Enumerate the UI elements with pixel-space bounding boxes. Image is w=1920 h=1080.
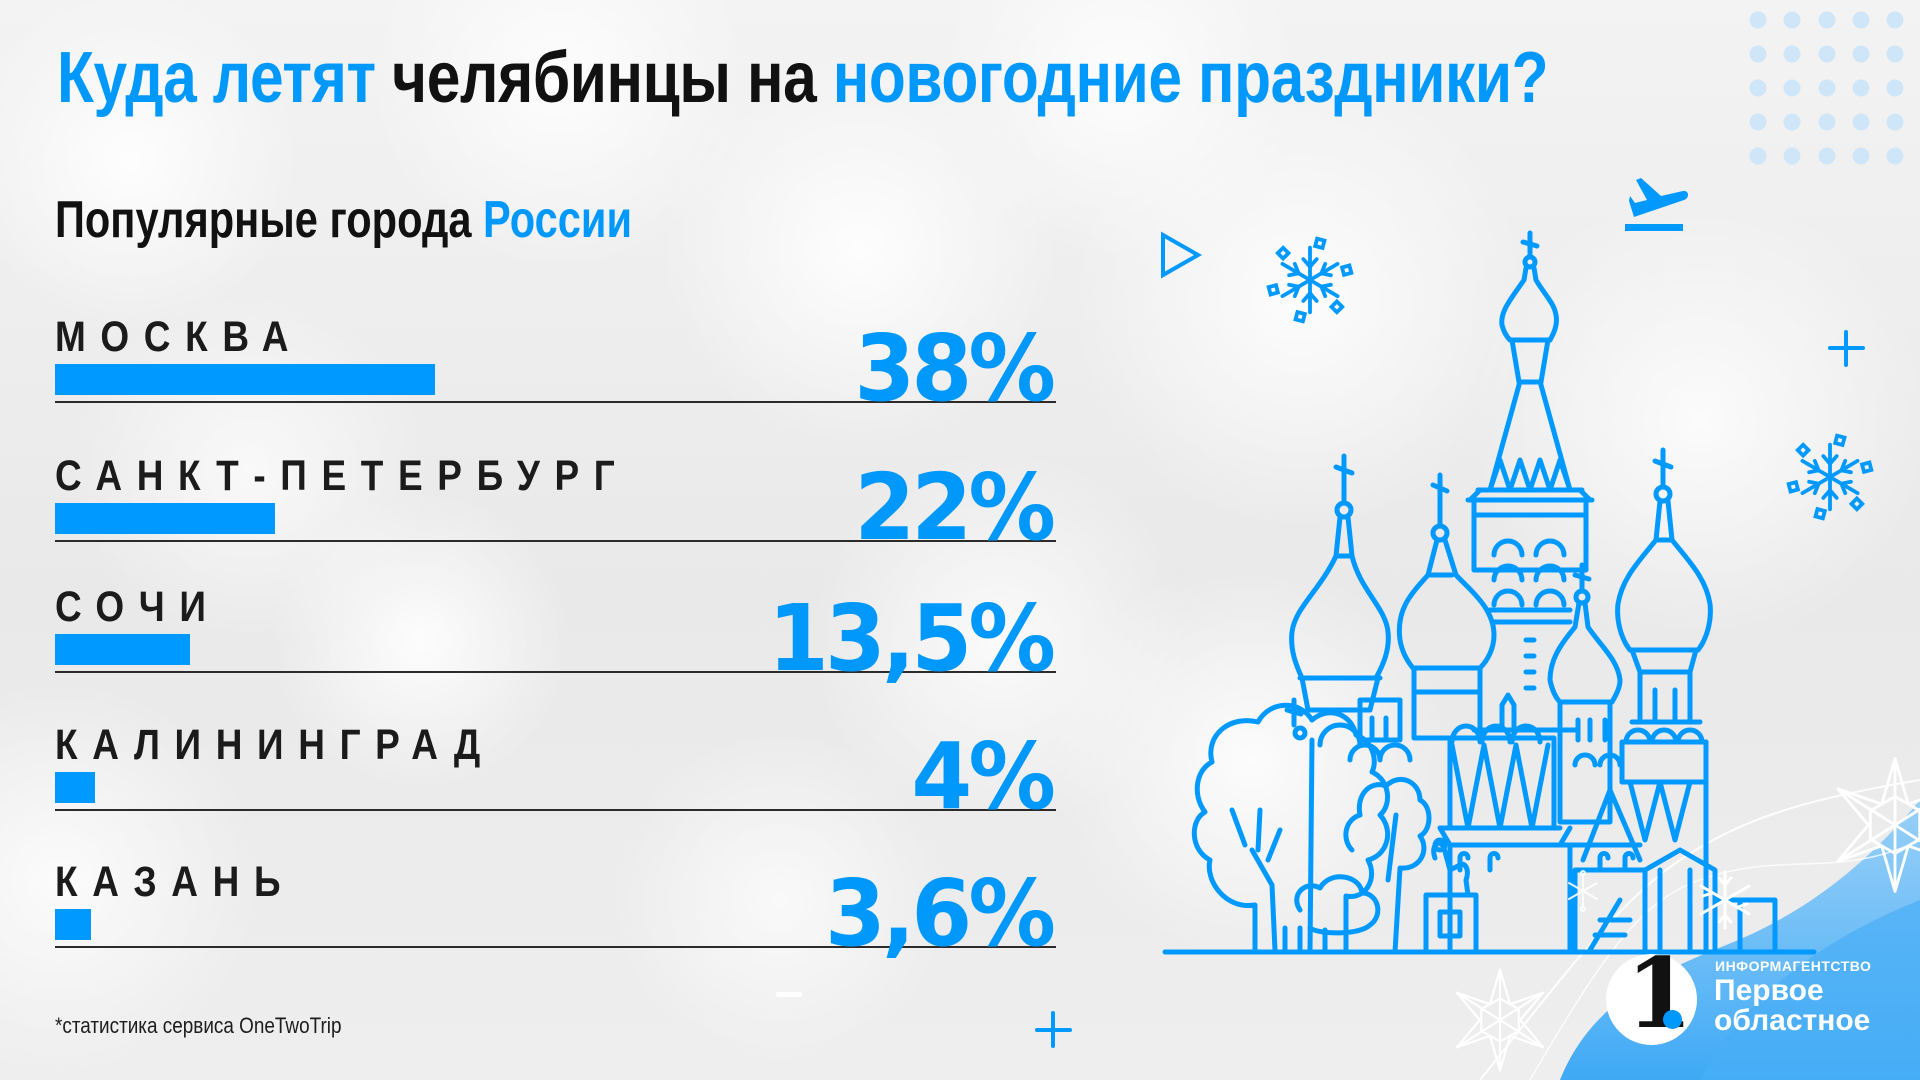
logo-dot xyxy=(1663,1010,1682,1029)
logo-name: Первое областное xyxy=(1714,976,1870,1036)
city-label: СОЧИ xyxy=(55,583,221,631)
city-label: САНКТ-ПЕТЕРБУРГ xyxy=(55,452,630,500)
row-divider xyxy=(55,540,1056,542)
dot-grid xyxy=(1749,11,1904,165)
source-footnote: *статистика сервиса OneTwoTrip xyxy=(55,1013,342,1038)
snowflake-icon xyxy=(1266,236,1354,324)
row-divider xyxy=(55,401,1056,403)
value-bar xyxy=(55,503,275,534)
row-divider xyxy=(55,671,1056,673)
percent-value: 38% xyxy=(854,315,1056,423)
chart-row-kazan: КАЗАНЬ 3,6% xyxy=(55,861,1056,961)
logo-mark: 1 xyxy=(1606,946,1697,1045)
snowflake-icon xyxy=(1568,870,1598,912)
logo-name-line-1: Первое xyxy=(1714,974,1824,1007)
value-bar xyxy=(55,772,95,803)
snowflake-icon xyxy=(1786,433,1874,521)
page-title: Куда летят челябинцы на новогодние празд… xyxy=(57,42,1549,114)
city-label: КАЛИНИНГРАД xyxy=(55,721,495,769)
logo-number: 1 xyxy=(1626,937,1693,1050)
value-bar xyxy=(55,909,91,940)
subtitle-part-1: Популярные города xyxy=(55,191,484,249)
title-part-1: Куда летят xyxy=(57,38,376,118)
dash-decoration xyxy=(776,992,802,997)
chart-subtitle: Популярные города России xyxy=(55,194,632,246)
city-label: КАЗАНЬ xyxy=(55,858,296,906)
cathedral-illustration xyxy=(1162,230,1817,955)
title-part-2: челябинцы на xyxy=(375,38,833,118)
chart-row-moscow: МОСКВА 38% xyxy=(55,316,1056,416)
chart-row-kaliningrad: КАЛИНИНГРАД 4% xyxy=(55,724,1056,824)
snowflake-icon xyxy=(1699,870,1751,930)
star-snowflake-icon xyxy=(1455,968,1545,1072)
plus-icon xyxy=(1828,330,1865,367)
city-label: МОСКВА xyxy=(55,313,304,361)
percent-value: 4% xyxy=(911,723,1056,831)
logo-name-line-2: областное xyxy=(1714,1004,1871,1037)
value-bar xyxy=(55,364,435,395)
percent-value: 3,6% xyxy=(824,860,1056,968)
percent-value: 22% xyxy=(854,454,1056,562)
percent-value: 13,5% xyxy=(767,585,1056,693)
row-divider xyxy=(55,809,1056,811)
plus-icon xyxy=(1035,1011,1072,1048)
value-bar xyxy=(55,634,190,665)
subtitle-part-2: России xyxy=(483,191,633,249)
title-part-3: новогодние праздники? xyxy=(832,38,1549,118)
logo-agency-label: ИНФОРМАГЕНТСТВО xyxy=(1715,958,1872,974)
airplane-landing-icon xyxy=(1625,178,1689,231)
chart-row-saint-petersburg: САНКТ-ПЕТЕРБУРГ 22% xyxy=(55,455,1056,555)
row-divider xyxy=(55,946,1056,948)
play-triangle-icon xyxy=(1161,231,1203,279)
chart-row-sochi: СОЧИ 13,5% xyxy=(55,586,1056,686)
